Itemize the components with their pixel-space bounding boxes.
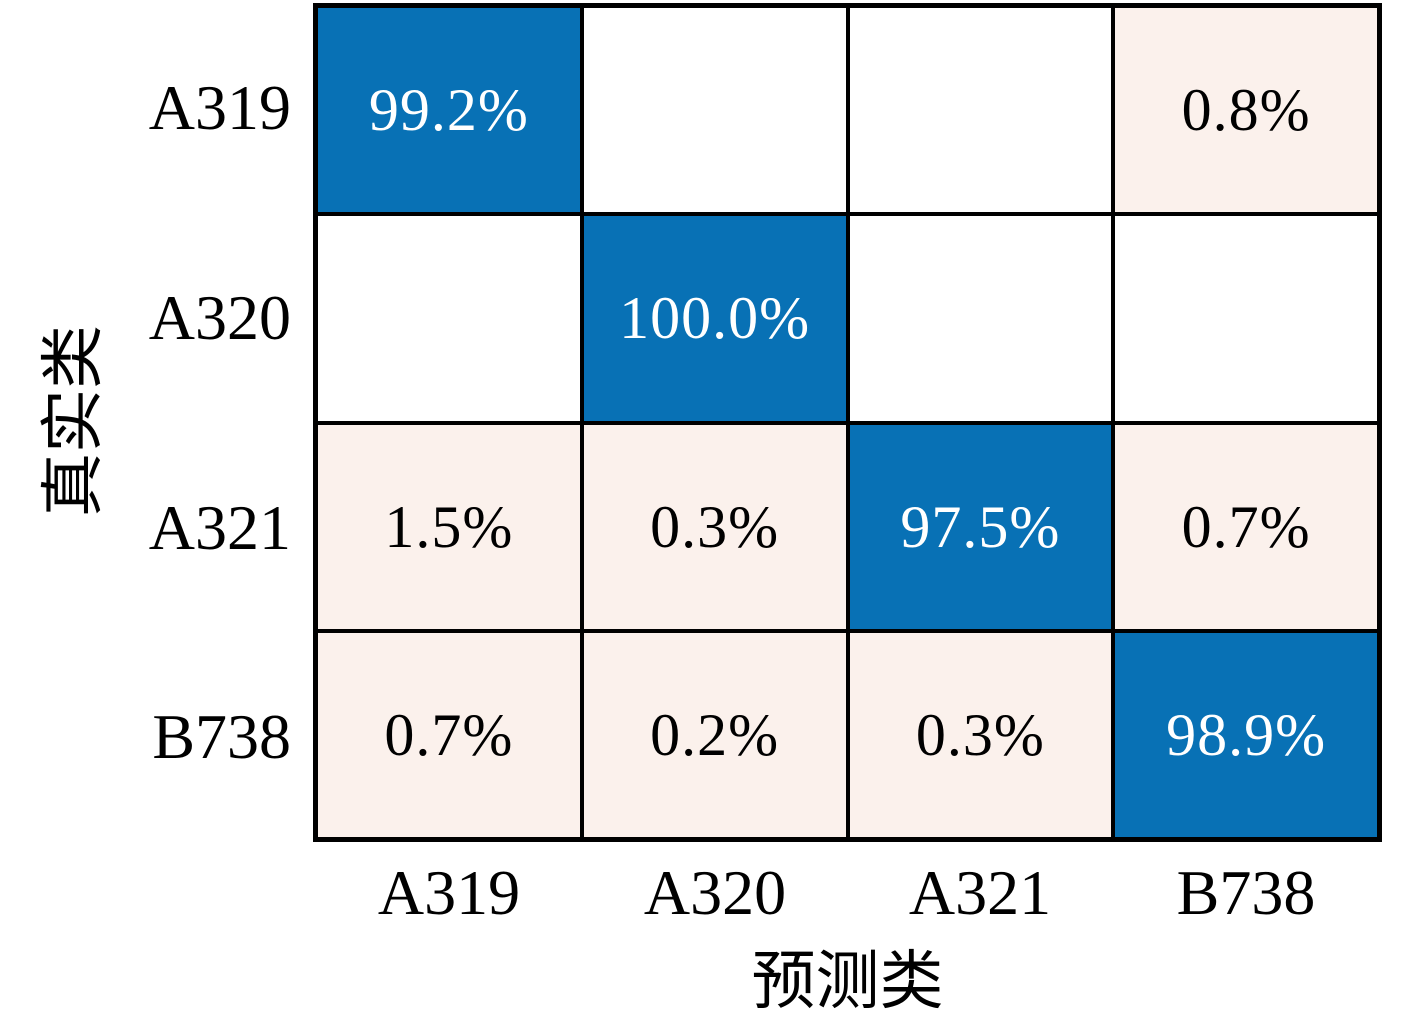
- x-tick-b738: B738: [1176, 857, 1316, 928]
- matrix-plot-area: 99.2% 0.8% 100.0% 1.5% 0.3% 97.5% 0.7% 0…: [313, 3, 1382, 842]
- matrix-cell: [849, 8, 1112, 213]
- matrix-cell: [1115, 216, 1377, 421]
- matrix-cell: 98.9%: [1115, 632, 1377, 837]
- y-tick-a321: A321: [148, 492, 291, 563]
- matrix-cell: 1.5%: [318, 424, 580, 629]
- matrix-cell: 0.3%: [849, 632, 1112, 837]
- x-tick-a321: A321: [908, 857, 1052, 928]
- matrix-cell: 0.7%: [318, 632, 580, 837]
- x-axis-label: 预测类: [751, 946, 944, 1009]
- matrix-cell: [849, 216, 1112, 421]
- y-tick-a319: A319: [148, 72, 291, 143]
- y-tick-b738: B738: [152, 701, 291, 772]
- matrix-cell: 0.7%: [1115, 424, 1377, 629]
- matrix-cell: 0.2%: [583, 632, 846, 837]
- matrix-cell: 0.8%: [1115, 8, 1377, 213]
- matrix-cell: 97.5%: [849, 424, 1112, 629]
- matrix-cell: [583, 8, 846, 213]
- x-tick-a319: A319: [377, 857, 521, 928]
- matrix-cell: 99.2%: [318, 8, 580, 213]
- matrix-cell: [318, 216, 580, 421]
- y-tick-a320: A320: [148, 282, 291, 353]
- matrix-cell: 0.3%: [583, 424, 846, 629]
- matrix-cell: 100.0%: [583, 216, 846, 421]
- x-tick-a320: A320: [643, 857, 787, 928]
